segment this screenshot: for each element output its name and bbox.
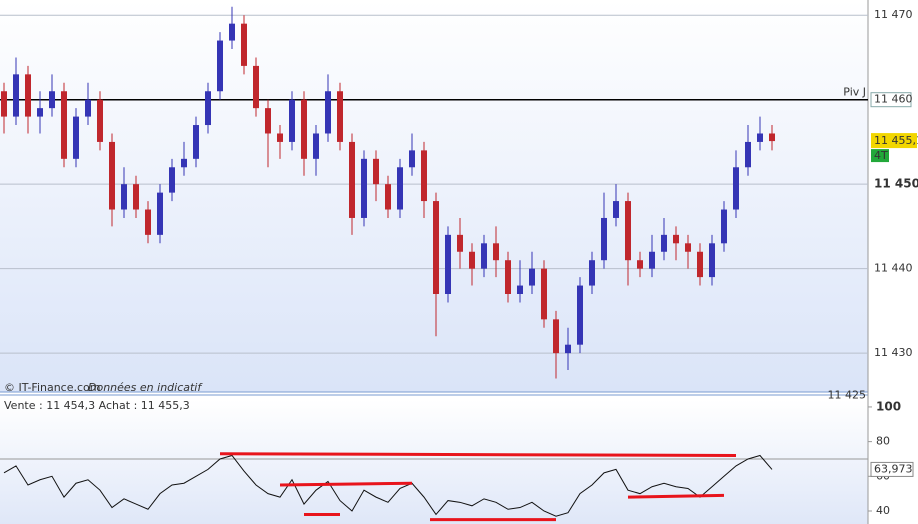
candle-body xyxy=(13,74,19,117)
candle-body xyxy=(49,91,55,109)
y-tick-label: 100 xyxy=(876,399,901,413)
y-tick-label: 11 470 xyxy=(874,8,913,21)
candle-body xyxy=(673,234,679,244)
candle-body xyxy=(373,158,379,185)
candle-body xyxy=(73,116,79,159)
candle-body xyxy=(661,234,667,252)
candle-body xyxy=(277,133,283,142)
candle-body xyxy=(733,167,739,210)
disclaimer: Données en indicatif xyxy=(88,381,203,394)
candle-body xyxy=(553,319,559,354)
candle-body xyxy=(529,268,535,286)
trendline xyxy=(219,452,737,457)
candle-body xyxy=(649,251,655,269)
pivot-value-box xyxy=(870,92,912,108)
last-price: 11 455,1 xyxy=(874,134,918,147)
candle-body xyxy=(133,184,139,210)
last-value-box xyxy=(870,461,914,477)
candle-body xyxy=(589,260,595,286)
pivot-label: Piv J xyxy=(843,86,866,99)
y-tick-label: 80 xyxy=(876,435,890,448)
candle-body xyxy=(565,344,571,354)
candle-body xyxy=(217,40,223,92)
candle-body xyxy=(601,217,607,261)
candle-body xyxy=(397,167,403,210)
candle-body xyxy=(769,133,775,142)
candle-body xyxy=(265,108,271,134)
candle-body xyxy=(685,243,691,252)
period-box xyxy=(871,149,889,163)
candle-body xyxy=(625,201,631,261)
trendline xyxy=(627,493,725,499)
candle-body xyxy=(181,158,187,168)
candle-body xyxy=(517,285,523,294)
y-tick-label: 11 440 xyxy=(874,262,913,275)
candle-body xyxy=(697,251,703,278)
candle-body xyxy=(109,141,115,210)
candle-body xyxy=(613,201,619,218)
candle-body xyxy=(241,23,247,66)
candle-body xyxy=(457,234,463,252)
source: © IT-Finance.com xyxy=(4,381,101,394)
y-tick-label: 40 xyxy=(876,504,890,517)
candle-body xyxy=(157,192,163,235)
bottom-tick-label: 11 425 xyxy=(828,388,867,401)
candle-body xyxy=(409,150,415,168)
candle-body xyxy=(481,243,487,269)
candle-body xyxy=(745,141,751,168)
candle-body xyxy=(193,125,199,159)
quote-text: Vente : 11 454,3 Achat : 11 455,3 xyxy=(4,399,190,412)
y-tick-label: 11 450 xyxy=(874,177,918,191)
candle-body xyxy=(385,184,391,210)
candle-body xyxy=(205,91,211,126)
candle-body xyxy=(313,133,319,159)
candle-body xyxy=(757,133,763,142)
oscillator-panel xyxy=(0,400,868,524)
candle-body xyxy=(253,65,259,109)
candle-body xyxy=(97,99,103,142)
candle-body xyxy=(637,260,643,269)
candle-body xyxy=(541,268,547,320)
candle-body xyxy=(421,150,427,202)
candle-body xyxy=(349,141,355,218)
last-value: 63,973 xyxy=(874,462,913,475)
candle-body xyxy=(121,184,127,210)
candle-body xyxy=(493,243,499,261)
candle-body xyxy=(145,209,151,235)
candle-body xyxy=(61,91,67,159)
candle-body xyxy=(337,91,343,142)
candle-body xyxy=(361,158,367,218)
candle-body xyxy=(445,234,451,294)
candle-body xyxy=(37,108,43,117)
candle-body xyxy=(505,260,511,294)
candle-body xyxy=(25,74,31,117)
candle-body xyxy=(301,99,307,159)
price-panel xyxy=(0,0,868,392)
candle-body xyxy=(229,23,235,41)
period-label: 4T xyxy=(874,149,888,162)
candle-body xyxy=(709,243,715,278)
candle-body xyxy=(577,285,583,345)
pivot-value: 11 460 xyxy=(874,93,913,106)
y-tick-label: 11 430 xyxy=(874,346,913,359)
last-price-box xyxy=(871,133,917,149)
candle-body xyxy=(721,209,727,244)
candle-body xyxy=(433,201,439,294)
candle-body xyxy=(85,99,91,117)
candle-body xyxy=(1,91,7,117)
oscillator-line xyxy=(3,454,773,517)
candle-body xyxy=(289,99,295,142)
candle-body xyxy=(169,167,175,193)
candle-body xyxy=(325,91,331,134)
candle-body xyxy=(469,251,475,269)
trendline xyxy=(279,481,413,487)
